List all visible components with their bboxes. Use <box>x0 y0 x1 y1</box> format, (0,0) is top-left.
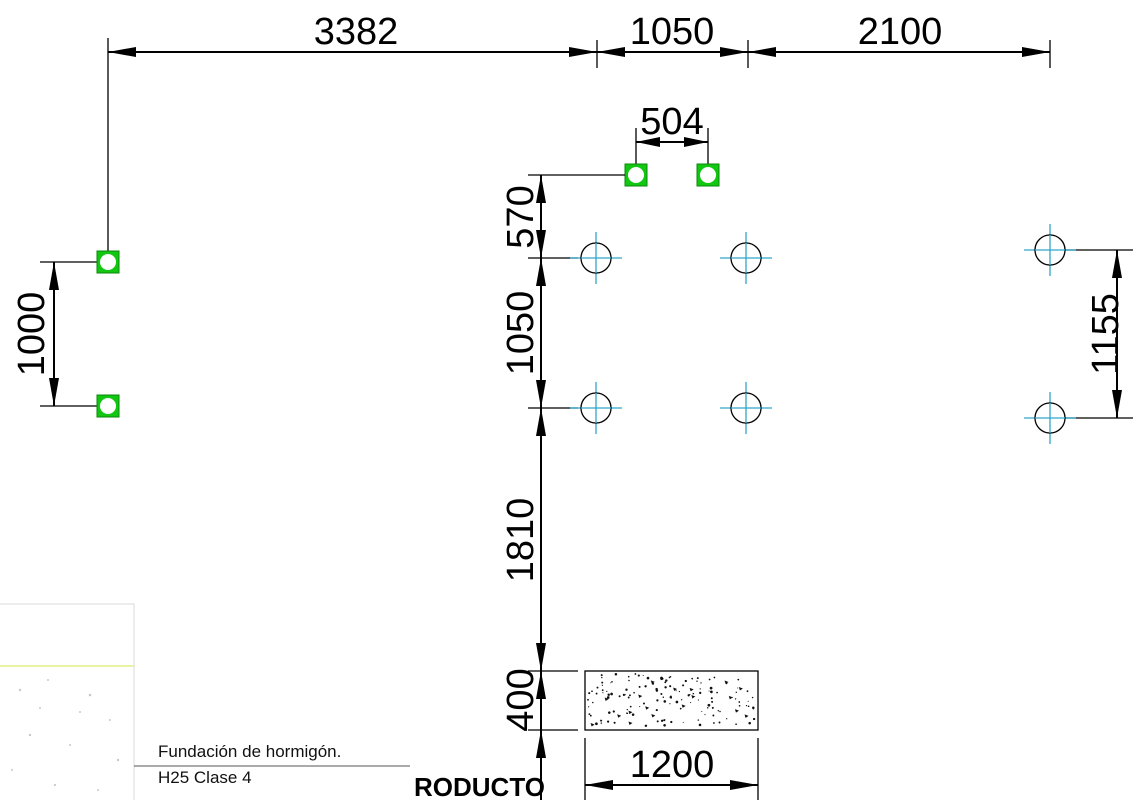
dim-1810: 1810 <box>500 498 542 583</box>
concrete-block-frame <box>584 670 759 731</box>
top-dimension-chain: 3382 1050 2100 <box>107 11 1051 262</box>
legend-frame <box>0 603 135 800</box>
legend-panel: Fundación de hormigón. H25 Clase 4 <box>0 603 410 800</box>
dim-400: 400 <box>500 668 542 731</box>
circle-crosshair-icon <box>720 382 772 434</box>
left-vertical-dimension: 1000 <box>11 261 100 407</box>
circle-crosshair-icon <box>570 382 622 434</box>
legend-concrete-texture <box>11 679 120 791</box>
concrete-hatch <box>587 672 756 728</box>
concrete-block <box>584 670 759 731</box>
circle-crosshair-icon <box>570 232 622 284</box>
piles <box>570 224 1076 444</box>
legend-material-line2: H25 Clase 4 <box>158 768 252 787</box>
dim-570: 570 <box>500 185 542 248</box>
center-vertical-chain: 570 1050 1810 400 <box>500 174 625 800</box>
dim-top-right: 2100 <box>858 11 943 53</box>
anchor-bolts <box>96 163 720 418</box>
dim-bottom-width: 1200 <box>630 744 715 786</box>
dim-anchor-spacing: 504 <box>640 101 703 143</box>
dim-1050-vertical: 1050 <box>500 291 542 376</box>
anchor-center-right <box>696 163 720 187</box>
anchor-left-top <box>96 250 120 274</box>
dim-right-vertical: 1155 <box>1085 293 1127 375</box>
anchor-center-left <box>624 163 648 187</box>
circle-crosshair-icon <box>1024 392 1076 444</box>
dim-top-mid: 1050 <box>630 11 715 53</box>
right-vertical-dimension: 1155 <box>1060 249 1133 419</box>
anchor-spacing-dimension: 504 <box>635 101 709 168</box>
dim-left-vertical: 1000 <box>11 292 53 377</box>
circle-crosshair-icon <box>1024 224 1076 276</box>
dim-top-left: 3382 <box>314 11 399 53</box>
legend-material-line1: Fundación de hormigón. <box>158 742 341 761</box>
circle-crosshair-icon <box>720 232 772 284</box>
bottom-width-dimension: 1200 <box>584 738 759 800</box>
anchor-left-bottom <box>96 394 120 418</box>
product-label: RODUCTO <box>414 772 545 800</box>
